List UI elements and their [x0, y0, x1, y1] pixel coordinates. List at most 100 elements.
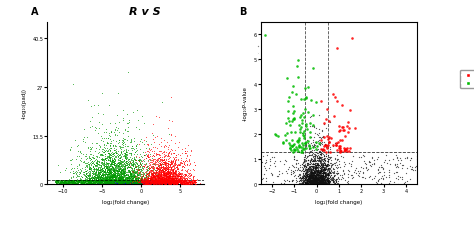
Point: [100, 176, 108, 180]
Point: [144, 182, 151, 185]
Point: [122, 155, 130, 159]
Point: [123, 182, 130, 186]
Point: [128, 182, 136, 186]
Point: [118, 183, 126, 186]
Point: [292, 162, 300, 166]
Point: [358, 176, 366, 179]
Point: [132, 182, 140, 185]
Point: [136, 178, 144, 181]
Point: [149, 134, 157, 137]
Point: [150, 162, 157, 166]
Point: [135, 179, 143, 182]
Point: [72, 180, 79, 184]
Point: [146, 180, 154, 184]
Point: [129, 182, 137, 186]
Point: [173, 178, 180, 182]
Point: [161, 181, 168, 184]
Point: [132, 182, 139, 185]
Point: [146, 182, 154, 185]
Point: [83, 136, 91, 140]
Point: [177, 182, 185, 186]
X-axis label: log₂(fold change): log₂(fold change): [315, 199, 363, 204]
Point: [112, 168, 120, 171]
Point: [130, 182, 137, 186]
Point: [145, 182, 152, 185]
Point: [138, 182, 146, 185]
Point: [312, 179, 319, 183]
Point: [313, 173, 321, 177]
Point: [126, 181, 134, 184]
Point: [121, 181, 129, 185]
Point: [93, 173, 100, 177]
Point: [143, 180, 151, 183]
Point: [134, 182, 142, 186]
Point: [107, 181, 114, 184]
Point: [168, 182, 175, 185]
Point: [131, 182, 138, 185]
Point: [133, 182, 140, 186]
Point: [85, 180, 93, 184]
Point: [129, 182, 137, 185]
Point: [100, 178, 108, 182]
Point: [311, 182, 319, 185]
Point: [171, 178, 179, 182]
Point: [88, 160, 95, 164]
Point: [111, 182, 118, 186]
Point: [121, 180, 128, 184]
Point: [165, 182, 173, 186]
Point: [112, 150, 120, 153]
Point: [119, 182, 127, 186]
Point: [131, 181, 139, 184]
Point: [318, 178, 326, 181]
Point: [315, 171, 323, 175]
Point: [144, 182, 151, 186]
Point: [154, 180, 161, 184]
Point: [124, 179, 132, 183]
Point: [162, 173, 169, 177]
Point: [318, 181, 326, 185]
Point: [146, 181, 154, 185]
Point: [153, 182, 161, 185]
Point: [171, 134, 179, 138]
Point: [153, 182, 161, 186]
Point: [154, 182, 162, 186]
Point: [132, 183, 139, 186]
Point: [169, 178, 176, 181]
Point: [72, 180, 79, 184]
Point: [130, 182, 137, 186]
Point: [112, 170, 119, 173]
Point: [136, 182, 143, 185]
Point: [117, 164, 125, 168]
Point: [127, 182, 134, 185]
Point: [129, 183, 137, 186]
Point: [68, 182, 76, 186]
Point: [106, 180, 114, 184]
Point: [152, 182, 160, 186]
Point: [165, 178, 173, 182]
Point: [152, 182, 160, 186]
Point: [171, 168, 178, 171]
Point: [148, 182, 155, 186]
Point: [175, 180, 182, 183]
Point: [134, 178, 142, 181]
Point: [132, 167, 139, 171]
Point: [310, 176, 317, 180]
Point: [139, 182, 146, 186]
Point: [109, 181, 117, 184]
Point: [163, 182, 171, 186]
Point: [143, 182, 150, 186]
Point: [302, 143, 310, 146]
Point: [163, 177, 170, 180]
Point: [329, 179, 337, 182]
Point: [150, 183, 157, 186]
Point: [320, 170, 328, 173]
Point: [142, 183, 150, 186]
Point: [89, 182, 96, 185]
Point: [310, 182, 317, 186]
Point: [128, 182, 136, 186]
Point: [140, 182, 148, 186]
Point: [161, 179, 169, 183]
Point: [127, 182, 134, 186]
Point: [166, 183, 173, 186]
Point: [148, 182, 155, 186]
